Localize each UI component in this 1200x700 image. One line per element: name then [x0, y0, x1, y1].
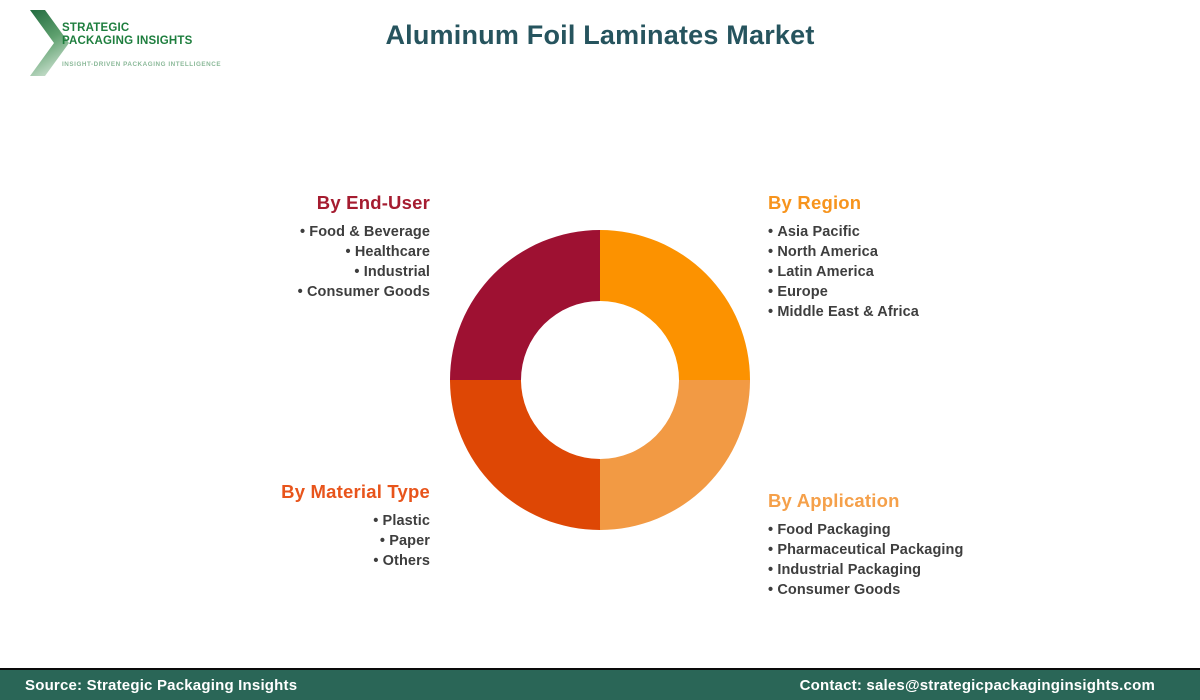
list-item: Others [180, 551, 430, 571]
list-item: Europe [768, 282, 1028, 302]
list-item: Healthcare [180, 242, 430, 262]
logo: STRATEGIC PACKAGING INSIGHTS INSIGHT-DRI… [30, 8, 260, 80]
list-item: Paper [180, 531, 430, 551]
footer-bar: Source: Strategic Packaging Insights Con… [0, 668, 1200, 700]
list-item: Pharmaceutical Packaging [768, 540, 1038, 560]
section-by-material-type: By Material Type Plastic Paper Others [180, 481, 430, 571]
list-item: North America [768, 242, 1028, 262]
list-item: Asia Pacific [768, 222, 1028, 242]
list-item: Latin America [768, 262, 1028, 282]
section-by-end-user: By End-User Food & Beverage Healthcare I… [180, 192, 430, 302]
donut-chart [450, 230, 750, 530]
section-heading: By Material Type [281, 481, 430, 502]
donut-segment-region [600, 230, 750, 380]
section-by-application: By Application Food Packaging Pharmaceut… [768, 490, 1038, 600]
list-item: Food Packaging [768, 520, 1038, 540]
section-heading: By Application [768, 490, 900, 511]
list-item: Industrial Packaging [768, 560, 1038, 580]
list-item: Middle East & Africa [768, 302, 1028, 322]
section-heading: By End-User [316, 192, 430, 213]
section-heading: By Region [768, 192, 862, 213]
footer-contact: Contact: sales@strategicpackaginginsight… [799, 676, 1155, 694]
footer-source: Source: Strategic Packaging Insights [25, 676, 298, 694]
logo-text: STRATEGIC PACKAGING INSIGHTS INSIGHT-DRI… [62, 22, 221, 68]
donut-segment-end-user [450, 230, 600, 380]
list-item: Industrial [180, 262, 430, 282]
section-by-region: By Region Asia Pacific North America Lat… [768, 192, 1028, 322]
list-item: Consumer Goods [768, 580, 1038, 600]
list-item: Consumer Goods [180, 282, 430, 302]
logo-line2: PACKAGING INSIGHTS [62, 35, 193, 47]
logo-line1: STRATEGIC [62, 22, 130, 34]
page-title: Aluminum Foil Laminates Market [385, 20, 815, 50]
list-item: Food & Beverage [180, 222, 430, 242]
donut-segment-application [600, 380, 750, 530]
donut-segment-material [450, 380, 600, 530]
logo-chevron-icon [30, 10, 69, 76]
list-item: Plastic [180, 511, 430, 531]
donut-chart-svg [450, 230, 750, 530]
logo-tagline: INSIGHT-DRIVEN PACKAGING INTELLIGENCE [62, 61, 222, 68]
